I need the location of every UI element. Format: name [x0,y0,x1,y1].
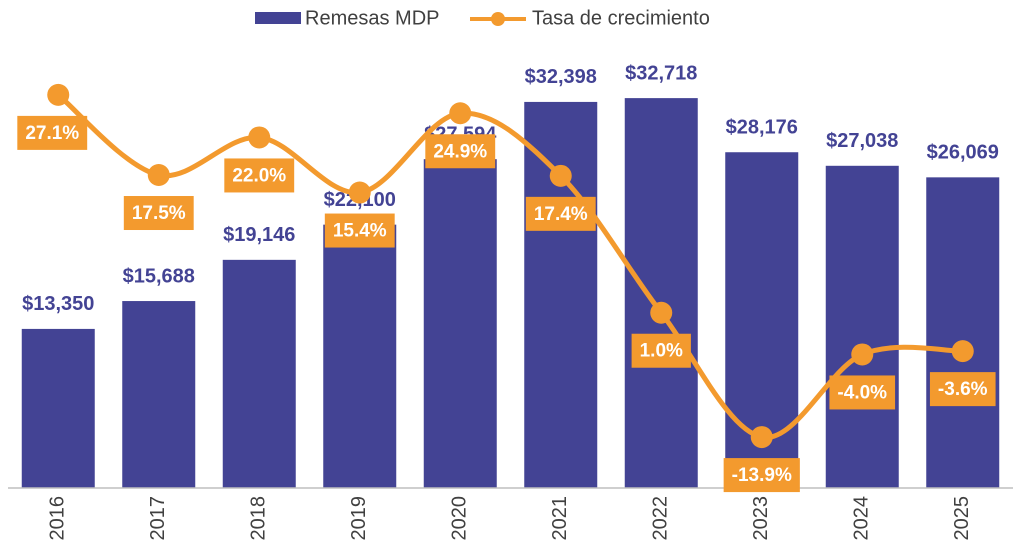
line-value-text: 17.5% [132,203,186,224]
bar-value-label: $26,069 [927,142,999,164]
label-box [425,134,496,169]
x-tick-label: 2019 [348,496,370,541]
line [56,92,963,440]
line-value-text: 22.0% [232,165,286,186]
x-tick-label: 2023 [750,496,772,541]
x-tick-label: 2016 [47,496,69,541]
line-value-text: 17.4% [534,204,588,225]
line-value-label: -4.0% [829,375,896,410]
line-value-label: 27.1% [17,115,88,150]
line-marker [851,343,874,366]
line-marker [348,181,371,204]
bar [122,301,196,488]
label-box [829,375,896,410]
line-value-text: -3.6% [938,379,988,400]
line-marker [449,102,472,125]
label-box [525,196,596,231]
line-value-label: 1.0% [631,333,691,368]
x-tick-label: 2025 [951,496,973,541]
x-tick-label: 2024 [851,496,873,541]
bar [926,177,1000,488]
bar-value-label: $15,688 [123,265,195,287]
bar-value-label: $28,176 [726,117,798,139]
line-value-label: 24.9% [425,134,496,169]
line-value-label: 17.4% [525,196,596,231]
line-value-text: -4.0% [837,382,887,403]
line-marker [549,164,572,187]
x-tick-label: 2020 [449,496,471,541]
line-value-text: 24.9% [433,141,487,162]
bar [825,165,899,488]
label-box [929,372,996,407]
legend-label: Remesas MDP [305,7,439,29]
line-marker [750,426,773,449]
legend-label: Tasa de crecimiento [532,7,710,29]
bar [624,98,698,488]
bar-value-label: $19,146 [223,224,295,246]
bar-value-label: $13,350 [22,293,94,315]
label-box [723,458,800,493]
line-marker [951,340,974,363]
label-box [224,158,295,193]
line-value-label: 22.0% [224,158,295,193]
line-marker [248,126,271,149]
legend-marker [491,12,505,26]
bar [222,259,296,488]
line-marker [650,301,673,324]
line-value-label: 17.5% [123,196,194,231]
line-value-text: 15.4% [333,221,387,242]
line-value-text: 1.0% [640,341,683,362]
line-marker [47,83,70,106]
x-tick-label: 2021 [549,496,571,541]
label-box [17,115,88,150]
x-tick-label: 2017 [147,496,169,541]
bar [21,328,95,488]
x-tick-label: 2018 [248,496,270,541]
x-tick-label: 2022 [650,496,672,541]
bar [423,159,497,488]
label-box [324,213,395,248]
line-value-label: -3.6% [929,372,996,407]
line-marker [147,164,170,187]
line-value-label: -13.9% [723,458,800,493]
legend-swatch [255,12,301,24]
line-value-label: 15.4% [324,213,395,248]
bar [323,224,397,488]
bar [524,101,598,489]
bar-value-label: $32,718 [625,62,697,84]
line-value-text: -13.9% [732,465,792,486]
label-box [123,196,194,231]
line-value-text: 27.1% [25,123,79,144]
label-box [631,333,691,368]
bar-value-label: $32,398 [525,66,597,88]
bar-value-label: $27,038 [826,130,898,152]
